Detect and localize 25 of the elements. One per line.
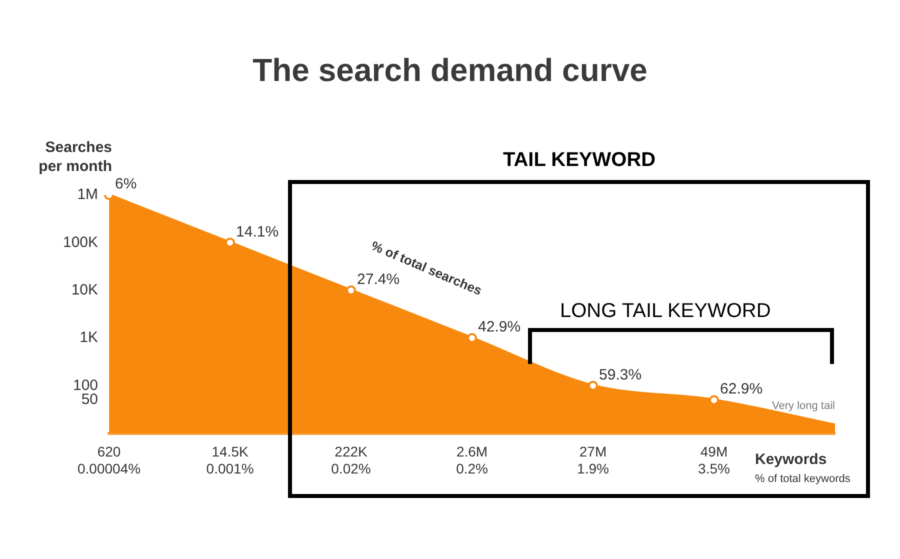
annotation: 59.3%	[599, 366, 642, 384]
y-axis-title: Searches per month	[38, 138, 112, 176]
x-axis-title: Keywords	[755, 451, 827, 468]
annotation: 14.1%	[236, 223, 279, 240]
x-tick-label: 222K 0.02%	[331, 444, 371, 476]
y-tick-label: 10K	[71, 282, 98, 298]
x-tick-label: 27M 1.9%	[577, 444, 609, 476]
chart-title: The search demand curve	[252, 52, 648, 89]
annotation: 27.4%	[357, 271, 400, 288]
annotation: 62.9%	[720, 380, 763, 398]
y-tick-label: 100	[73, 376, 98, 394]
y-tick-label: 100K	[62, 234, 98, 251]
x-tick-label: 14.5K 0.001%	[206, 444, 254, 476]
x-tick-label: 2.6M 0.2%	[456, 444, 488, 476]
y-tick-label: 1K	[80, 329, 98, 346]
y-tick-label: 1M	[77, 186, 98, 204]
x-tick-label: 49M 3.5%	[698, 444, 730, 476]
text: % of total keywords	[755, 473, 850, 485]
annotation: 42.9%	[478, 318, 521, 336]
x-tick-label: 620 0.00004%	[78, 444, 141, 476]
y-tick-label: 50	[81, 391, 98, 408]
text: TAIL KEYWORD	[503, 149, 656, 172]
annotation: LONG TAIL KEYWORD	[560, 300, 771, 323]
annotation: 6%	[115, 176, 137, 193]
annotation: Very long tail	[772, 400, 835, 412]
